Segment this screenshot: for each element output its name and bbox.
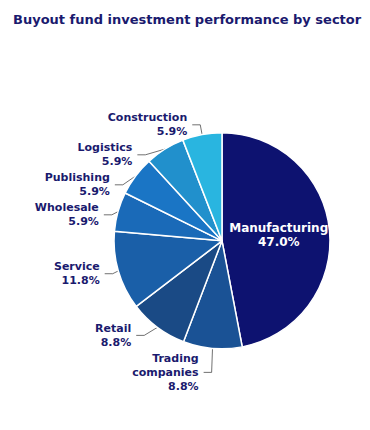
svg-text:Buyout fund investment perform: Buyout fund investment performance by se… <box>13 12 362 27</box>
svg-text:Manufacturing: Manufacturing <box>229 221 328 235</box>
svg-text:Publishing: Publishing <box>45 171 110 184</box>
svg-text:companies: companies <box>132 366 199 379</box>
svg-text:Logistics: Logistics <box>78 141 133 154</box>
svg-text:5.9%: 5.9% <box>102 155 133 168</box>
svg-text:5.9%: 5.9% <box>79 185 110 198</box>
svg-text:47.0%: 47.0% <box>258 235 300 249</box>
svg-text:8.8%: 8.8% <box>101 336 132 349</box>
svg-text:Service: Service <box>54 260 100 273</box>
svg-text:Retail: Retail <box>95 322 131 335</box>
svg-text:Construction: Construction <box>108 111 187 124</box>
svg-text:Wholesale: Wholesale <box>35 201 99 214</box>
svg-text:11.8%: 11.8% <box>62 274 100 287</box>
svg-text:5.9%: 5.9% <box>157 125 188 138</box>
svg-text:Trading: Trading <box>152 352 199 365</box>
svg-text:8.8%: 8.8% <box>168 380 199 393</box>
svg-text:5.9%: 5.9% <box>68 215 99 228</box>
